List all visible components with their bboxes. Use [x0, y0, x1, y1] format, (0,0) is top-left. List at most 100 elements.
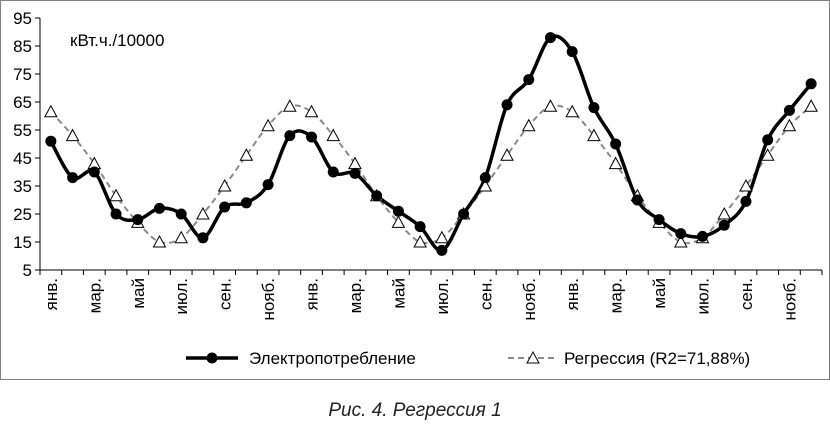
consumption-point: [675, 228, 687, 240]
regression-point: [44, 104, 58, 118]
x-tick-label: май: [389, 278, 408, 309]
legend: Электропотребление Регрессия (R2=71,88%): [186, 349, 750, 368]
y-tick-label: 95: [13, 9, 32, 28]
consumption-point: [392, 205, 404, 217]
consumption-point: [566, 46, 578, 58]
consumption-point: [45, 135, 57, 147]
consumption-point: [762, 134, 774, 146]
legend-label-consumption: Электропотребление: [249, 349, 416, 368]
consumption-point: [718, 219, 730, 231]
regression-point: [717, 206, 732, 220]
consumption-point: [479, 172, 491, 184]
regression-point: [760, 148, 775, 161]
consumption-point: [67, 172, 79, 184]
consumption-point: [175, 208, 187, 220]
consumption-point: [783, 104, 795, 116]
x-tick-label: май: [650, 278, 669, 309]
y-tick-label: 55: [13, 121, 32, 140]
x-tick-label: нояб.: [259, 278, 278, 321]
consumption-point: [349, 167, 361, 179]
consumption-point: [88, 166, 100, 178]
consumption-point: [240, 197, 252, 209]
x-tick-label: янв.: [42, 278, 61, 310]
x-tick-label: июл.: [694, 278, 713, 315]
regression-point: [543, 99, 558, 112]
regression-point: [174, 230, 189, 244]
y-tick-label: 35: [13, 177, 32, 196]
x-tick-label: июл.: [433, 278, 452, 315]
regression-point: [152, 234, 167, 248]
regression-point: [804, 99, 818, 112]
consumption-point: [371, 190, 383, 202]
y-tick-label: 85: [13, 37, 32, 56]
regression-point: [261, 118, 275, 132]
regression-point: [565, 104, 580, 118]
legend-marker-consumption: [206, 352, 218, 364]
y-tick-label: 25: [13, 205, 32, 224]
consumption-point: [653, 214, 665, 226]
consumption-point: [197, 232, 209, 244]
consumption-point: [284, 130, 296, 142]
regression-point: [65, 128, 80, 142]
x-tick-label: сен.: [476, 278, 495, 310]
x-tick-label: янв.: [563, 278, 582, 310]
consumption-point: [610, 138, 622, 150]
x-tick-label: сен.: [737, 278, 756, 310]
legend-label-regression: Регрессия (R2=71,88%): [564, 349, 750, 368]
regression-point: [587, 128, 601, 142]
chart-frame: [0, 0, 830, 380]
regression-point: [739, 178, 753, 192]
y-tick-label: 75: [13, 65, 32, 84]
x-tick-label: янв.: [303, 278, 322, 310]
regression-point: [326, 128, 341, 142]
regression-point: [217, 178, 232, 192]
consumption-point: [740, 195, 752, 207]
chart: 5 15 25 35 45 55 65 75 85 95 янв. мар. май июл. сен. но…: [0, 0, 830, 380]
consumption-point: [327, 166, 339, 178]
y-tick-label: 15: [13, 233, 32, 252]
regression-point: [673, 234, 688, 248]
consumption-point: [523, 74, 535, 86]
x-tick-label: мар.: [346, 278, 365, 313]
consumption-point: [544, 32, 556, 44]
regression-point: [109, 188, 123, 202]
legend-marker-regression: [526, 350, 540, 364]
consumption-point: [805, 78, 817, 90]
consumption-point: [697, 230, 709, 242]
y-tick-label: 65: [13, 93, 32, 112]
x-tick-label: нояб.: [520, 278, 539, 321]
regression-point: [304, 104, 319, 118]
consumption-point: [306, 131, 318, 143]
regression-point: [413, 234, 427, 248]
x-tick-label: июл.: [172, 278, 191, 315]
regression-point: [500, 148, 514, 161]
x-tick-label: май: [129, 278, 148, 309]
x-tick-label: нояб.: [780, 278, 799, 321]
consumption-point: [631, 194, 643, 206]
y-axis-unit-label: кВт.ч./10000: [70, 31, 164, 50]
consumption-point: [414, 221, 426, 233]
consumption-point: [132, 214, 144, 226]
consumption-point: [436, 244, 448, 256]
y-tick-label: 5: [23, 261, 32, 280]
plot-area: 5 15 25 35 45 55 65 75 85 95 янв. мар. май июл. сен. но…: [13, 9, 823, 321]
x-tick-label: мар.: [607, 278, 626, 313]
consumption-point: [458, 208, 470, 220]
regression-point: [282, 99, 297, 112]
regression-point: [782, 118, 797, 132]
regression-point: [521, 118, 536, 132]
consumption-point: [153, 202, 165, 214]
regression-point: [478, 178, 493, 192]
consumption-point: [262, 179, 274, 191]
consumption-point: [219, 201, 231, 213]
x-tick-label: мар.: [85, 278, 104, 313]
regression-point: [391, 215, 406, 228]
consumption-point: [588, 102, 600, 114]
consumption-point: [501, 99, 513, 111]
y-tick-label: 45: [13, 149, 32, 168]
figure-caption: Рис. 4. Регрессия 1: [328, 400, 502, 421]
regression-point: [608, 156, 623, 170]
regression-point: [196, 206, 210, 220]
x-tick-label: сен.: [216, 278, 235, 310]
